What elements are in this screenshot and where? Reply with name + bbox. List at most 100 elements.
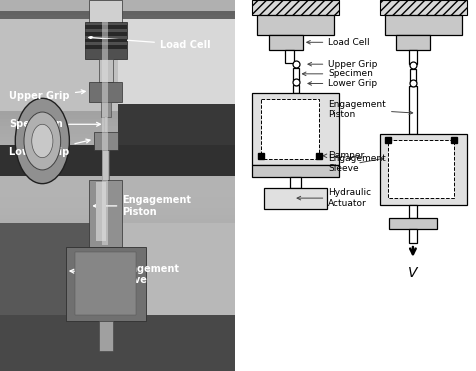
Bar: [0, 352, 235, 356]
Bar: [0, 319, 235, 323]
Bar: [0, 82, 235, 85]
Bar: [0, 45, 235, 48]
Bar: [0, 100, 235, 104]
Bar: [0, 78, 235, 82]
Bar: [261, 99, 318, 159]
Bar: [0, 315, 235, 319]
Bar: [0, 70, 235, 74]
Bar: [0, 275, 235, 278]
Bar: [0, 211, 235, 215]
Bar: [0, 186, 235, 189]
Bar: [0, 134, 235, 137]
Bar: [0, 122, 235, 126]
Bar: [104, 117, 107, 134]
Bar: [0, 93, 235, 96]
Bar: [0, 308, 235, 312]
Bar: [387, 140, 453, 198]
Bar: [0, 26, 235, 30]
Bar: [264, 188, 327, 209]
Bar: [0, 219, 235, 223]
Bar: [251, 165, 338, 177]
Bar: [0, 271, 235, 275]
Bar: [0, 204, 235, 208]
Circle shape: [24, 112, 60, 170]
Bar: [409, 69, 415, 82]
Bar: [89, 0, 122, 30]
Bar: [0, 341, 235, 345]
Bar: [0, 89, 235, 93]
Bar: [0, 15, 235, 19]
Bar: [379, 0, 466, 15]
Text: Engagement
Sleeve: Engagement Sleeve: [327, 154, 385, 173]
Bar: [408, 205, 416, 218]
Bar: [0, 174, 235, 178]
Text: Lower Grip: Lower Grip: [307, 79, 377, 88]
Bar: [290, 177, 300, 188]
Text: $V$: $V$: [406, 266, 418, 280]
Bar: [0, 226, 235, 230]
Bar: [408, 86, 416, 134]
Bar: [0, 356, 235, 360]
Bar: [0, 156, 235, 160]
Bar: [0, 312, 235, 315]
Bar: [94, 132, 117, 150]
Bar: [0, 349, 235, 352]
Text: Upper Grip: Upper Grip: [10, 90, 85, 101]
Bar: [0, 330, 235, 334]
Bar: [284, 50, 294, 63]
Bar: [0, 304, 235, 308]
Text: Load Cell: Load Cell: [306, 38, 369, 47]
Bar: [0, 30, 235, 33]
Bar: [0, 193, 235, 197]
Bar: [0, 85, 235, 89]
Bar: [0, 215, 235, 219]
Bar: [0, 37, 235, 41]
Bar: [0, 267, 235, 271]
Bar: [257, 15, 334, 35]
Bar: [0, 108, 235, 111]
Bar: [84, 25, 127, 29]
Bar: [0, 326, 235, 330]
Bar: [0, 297, 235, 301]
Bar: [0, 197, 235, 200]
Bar: [0, 315, 235, 371]
Bar: [117, 19, 235, 148]
Bar: [0, 249, 235, 252]
Bar: [102, 22, 108, 245]
Bar: [408, 50, 416, 64]
Bar: [0, 11, 235, 15]
Bar: [0, 163, 235, 167]
Bar: [84, 45, 127, 49]
Bar: [99, 59, 113, 82]
Bar: [0, 141, 235, 145]
Bar: [0, 7, 235, 11]
Bar: [0, 367, 235, 371]
Bar: [102, 150, 109, 180]
Bar: [0, 252, 235, 256]
Bar: [0, 263, 235, 267]
Bar: [0, 208, 235, 211]
Text: Lower Grip: Lower Grip: [10, 139, 90, 157]
Bar: [395, 35, 429, 50]
Bar: [0, 160, 235, 163]
Bar: [117, 104, 235, 160]
Bar: [0, 360, 235, 364]
Bar: [408, 229, 416, 243]
Bar: [0, 130, 235, 134]
Text: Load Cell: Load Cell: [89, 36, 210, 49]
Bar: [0, 364, 235, 367]
Bar: [0, 19, 235, 22]
Bar: [99, 321, 113, 351]
Bar: [0, 171, 235, 174]
Bar: [251, 93, 338, 165]
Bar: [292, 85, 298, 93]
Bar: [0, 4, 235, 7]
Bar: [0, 237, 235, 241]
Bar: [0, 48, 235, 52]
Bar: [84, 22, 127, 59]
Text: Upper Grip: Upper Grip: [307, 60, 377, 69]
Bar: [0, 338, 235, 341]
Text: Engagement
Piston: Engagement Piston: [327, 100, 412, 119]
Bar: [0, 74, 235, 78]
Bar: [0, 41, 235, 45]
